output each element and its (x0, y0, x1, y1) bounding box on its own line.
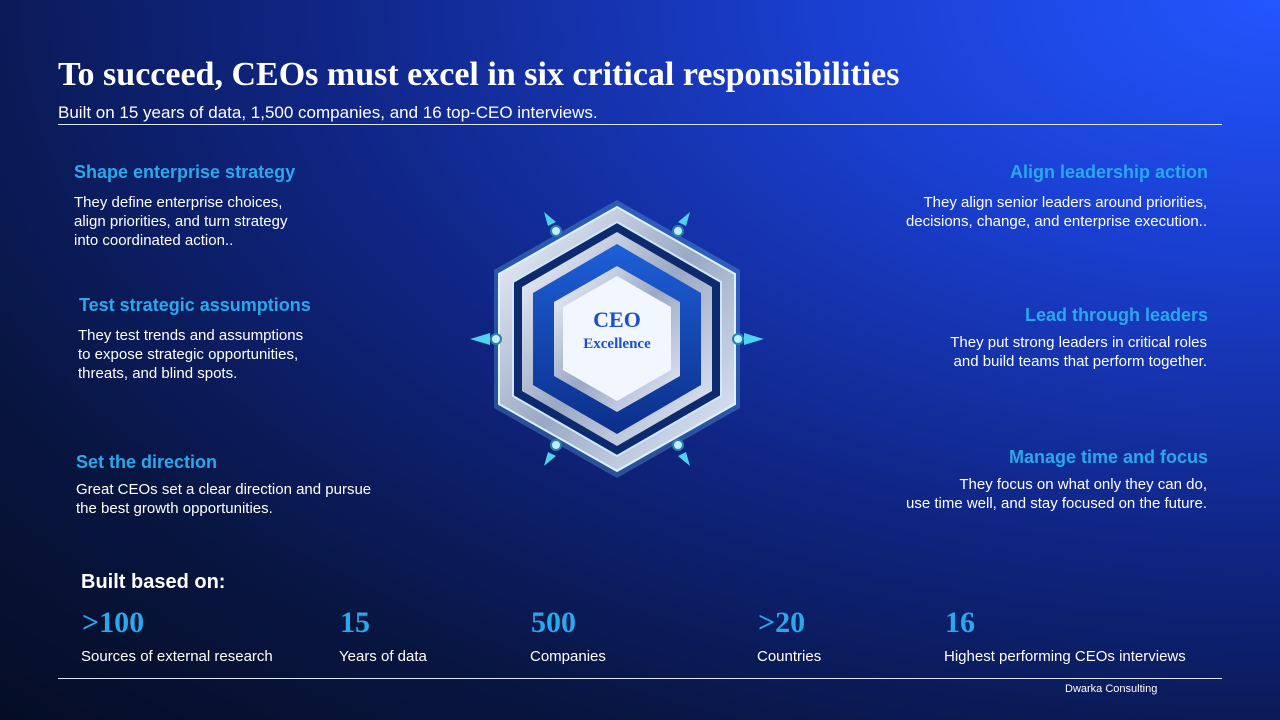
center-subtitle: Excellence (583, 336, 651, 352)
item-text: to expose strategic opportunities, (78, 346, 299, 363)
stat-value: 500 (531, 606, 576, 639)
item-text: use time well, and stay focused on the f… (905, 495, 1207, 512)
item-heading: Set the direction (76, 452, 218, 472)
stat-value: 16 (945, 606, 975, 639)
item-text: decisions, change, and enterprise execut… (905, 213, 1207, 230)
title: To succeed, CEOs must excel in six criti… (58, 56, 900, 93)
footer: Dwarka Consulting (1065, 683, 1158, 695)
hexagon-emblem: CEO Excellence (470, 200, 764, 478)
stat-label: Years of data (339, 648, 427, 665)
stats-title: Built based on: (81, 571, 226, 593)
stat-label: Companies (530, 648, 606, 665)
item-heading: Align leadership action (1009, 162, 1208, 182)
item-heading: Manage time and focus (1008, 447, 1208, 467)
item-text: They focus on what only they can do, (959, 476, 1207, 493)
item-text: threats, and blind spots. (78, 365, 238, 382)
item-text: the best growth opportunities. (76, 500, 273, 517)
stat-value: >100 (82, 606, 145, 639)
stat-value: >20 (758, 606, 806, 639)
subtitle: Built on 15 years of data, 1,500 compani… (58, 103, 598, 122)
item-heading: Lead through leaders (1024, 305, 1208, 325)
item-text: and build teams that perform together. (953, 353, 1207, 370)
item-heading: Shape enterprise strategy (74, 162, 296, 182)
item-heading: Test strategic assumptions (79, 295, 311, 315)
item-text: into coordinated action.. (74, 232, 234, 249)
divider (58, 678, 1222, 679)
item-text: They align senior leaders around priorit… (923, 194, 1207, 211)
stat-label: Highest performing CEOs interviews (944, 648, 1186, 665)
item-text: They test trends and assumptions (78, 327, 304, 344)
item-text: They put strong leaders in critical role… (950, 334, 1207, 351)
item-text: align priorities, and turn strategy (74, 213, 288, 230)
divider (58, 124, 1222, 125)
center-title: CEO (593, 307, 641, 332)
stat-value: 15 (340, 606, 370, 639)
stat-label: Countries (757, 648, 822, 665)
stat-label: Sources of external research (81, 648, 273, 665)
item-text: They define enterprise choices, (74, 194, 283, 211)
item-text: Great CEOs set a clear direction and pur… (76, 481, 372, 498)
